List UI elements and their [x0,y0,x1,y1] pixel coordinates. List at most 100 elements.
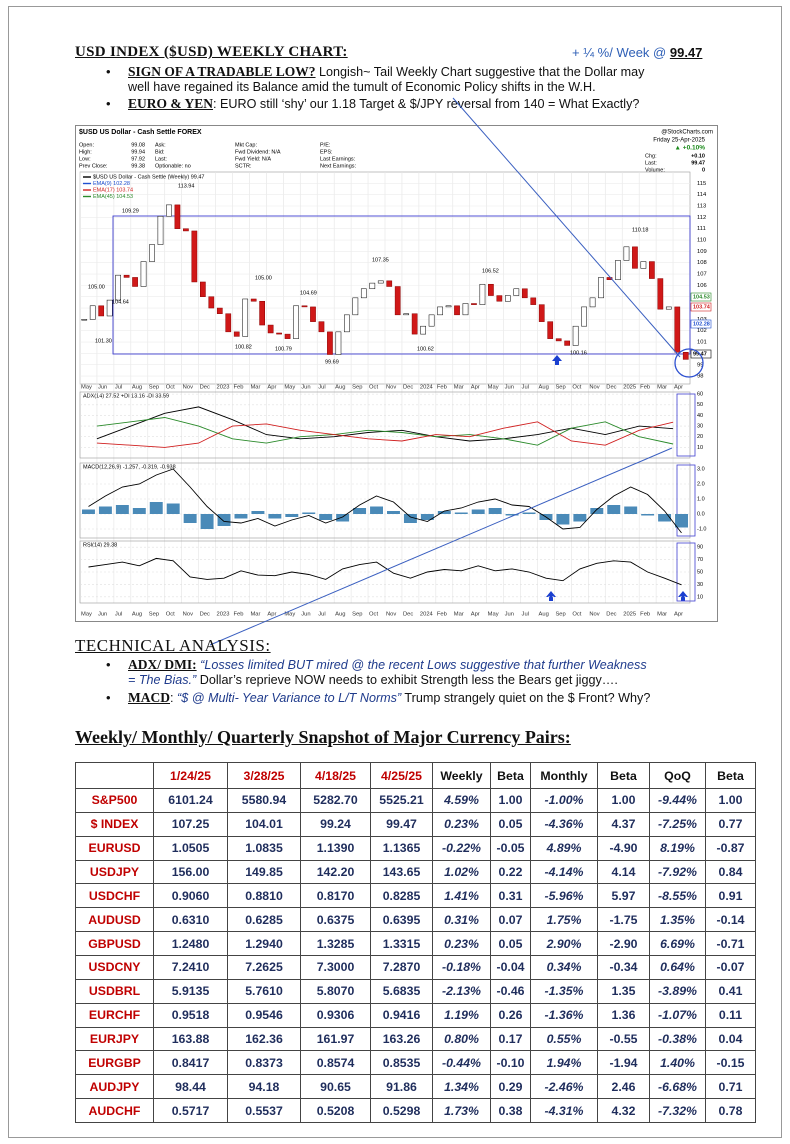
month-label: Aug [335,612,345,618]
candle [403,313,410,316]
candle [233,331,240,337]
table-cell: 0.9518 [153,1002,228,1028]
histogram-bar [488,508,502,514]
row-label: USDJPY [75,859,154,885]
price-label: 107.35 [372,257,389,263]
table-cell: -7.92% [649,859,706,885]
month-label: Jun [301,612,310,618]
month-label: Oct [166,385,175,391]
table-cell: 162.36 [227,1026,301,1052]
stat-label: Mkt Cap: [235,142,257,148]
table-cell: 99.24 [300,811,371,837]
candle [208,296,215,309]
table-cell: -0.18% [432,955,491,980]
candle [513,288,520,296]
y-tick-label: 98 [697,374,703,380]
y-tick-label: 30 [697,582,703,588]
axis-flag-label: 102.28 [693,321,710,327]
table-cell: 0.64% [649,955,706,980]
month-label: 2024 [420,612,434,618]
candle [504,295,511,302]
candle [572,325,579,346]
y-tick-label: 20 [697,434,703,440]
month-label: Jun [98,385,107,391]
table-cell: -0.34 [597,955,650,980]
y-tick-label: 0.0 [697,511,705,517]
histogram-bar [166,503,180,514]
table-cell: -0.14 [705,907,756,933]
y-tick-label: 50 [697,402,703,408]
candle [682,352,689,360]
y-tick-label: -1.0 [697,526,706,532]
table-cell: 5.7610 [227,978,301,1004]
month-label: Apr [471,612,480,618]
table-cell: 4.32 [597,1098,650,1124]
table-cell: -0.87 [705,835,756,861]
bullet-text: ADX/ DMI: “Losses limited BUT mired @ th… [128,657,647,673]
axis-flag [690,292,712,302]
table-row: USDCNY 7.2410 7.2625 7.3000 7.2870 -0.18% -0.0… [75,955,756,980]
axis-flag-label: 104.53 [693,294,710,300]
table-cell: 0.55% [530,1026,598,1052]
table-cell: 0.11 [705,1002,756,1028]
header-row: 1/24/25 3/28/25 4/18/25 4/25/25 Weekly Beta Mo… [75,762,756,789]
table-cell: -1.00% [530,788,598,813]
table-cell: 5.97 [597,883,650,909]
y-tick-label: 115 [697,181,706,187]
bullet-body: Longish~ Tail Weekly Chart suggestive th… [315,65,645,79]
y-tick-label: 99 [697,362,703,368]
bullet-lead: ADX/ DMI: [128,657,197,672]
month-label: Dec [403,385,413,391]
histogram-bar [251,511,265,514]
indicator-label: MACD(12,26,9) -1.257, -0.319, -0.938 [83,464,176,470]
candle [454,305,460,316]
stat-value: +0.10 [691,153,705,159]
table-cell: 0.8373 [227,1050,301,1076]
stat-label: Low: [79,156,91,162]
indicator-label: ADX(14) 27.52 +DI 13.16 -DI 33.59 [83,393,169,399]
table-cell: 0.38 [490,1098,531,1124]
candle [225,313,232,333]
table-cell: 5.6835 [370,978,433,1004]
candle [140,261,147,287]
table-cell: 104.01 [227,811,301,837]
histogram-bar [353,508,367,514]
table-cell: -4.36% [530,811,598,837]
indicator-line [96,421,674,448]
axis-flag-label: 103.74 [693,304,711,310]
header-cell: Weekly [432,762,491,789]
price-label: 100.82 [235,344,252,350]
highlight-box [676,464,696,537]
candle [166,204,172,217]
candle [310,306,316,322]
table-row: GBPUSD 1.2480 1.2940 1.3285 1.3315 0.23% 0.05 2… [75,931,756,957]
table-cell: 0.6310 [153,907,228,933]
table-cell: 0.84 [705,859,756,885]
table-cell: 0.29 [490,1074,531,1100]
table-row: EURUSD 1.0505 1.0835 1.1390 1.1365 -0.22% -0.0… [75,835,756,861]
table-cell: -1.36% [530,1002,598,1028]
weekly-change-text: + ¼ %/ Week @ [572,45,667,60]
month-label: Apr [267,385,276,391]
row-label: EURGBP [75,1050,154,1076]
candle [327,331,333,355]
month-label: Aug [132,612,142,618]
stat-label: Bid: [155,149,165,155]
table-cell: -1.07% [649,1002,706,1028]
histogram-bar [454,512,468,514]
histogram-bar [98,506,112,514]
table-cell: 163.88 [153,1026,228,1052]
table-cell: -9.44% [649,788,706,813]
table-cell: 0.31% [432,907,491,933]
candle [555,338,562,342]
bullet-body: Dollar’s reprieve NOW needs to exhibit S… [196,673,618,687]
table-cell: 1.40% [649,1050,706,1076]
month-label: Dec [200,612,210,618]
stat-label: Last: [645,160,657,166]
candle [284,333,291,339]
row-label: EURCHF [75,1002,154,1028]
candle [479,283,486,305]
table-cell: 1.0505 [153,835,228,861]
table-cell: 5.9135 [153,978,228,1004]
